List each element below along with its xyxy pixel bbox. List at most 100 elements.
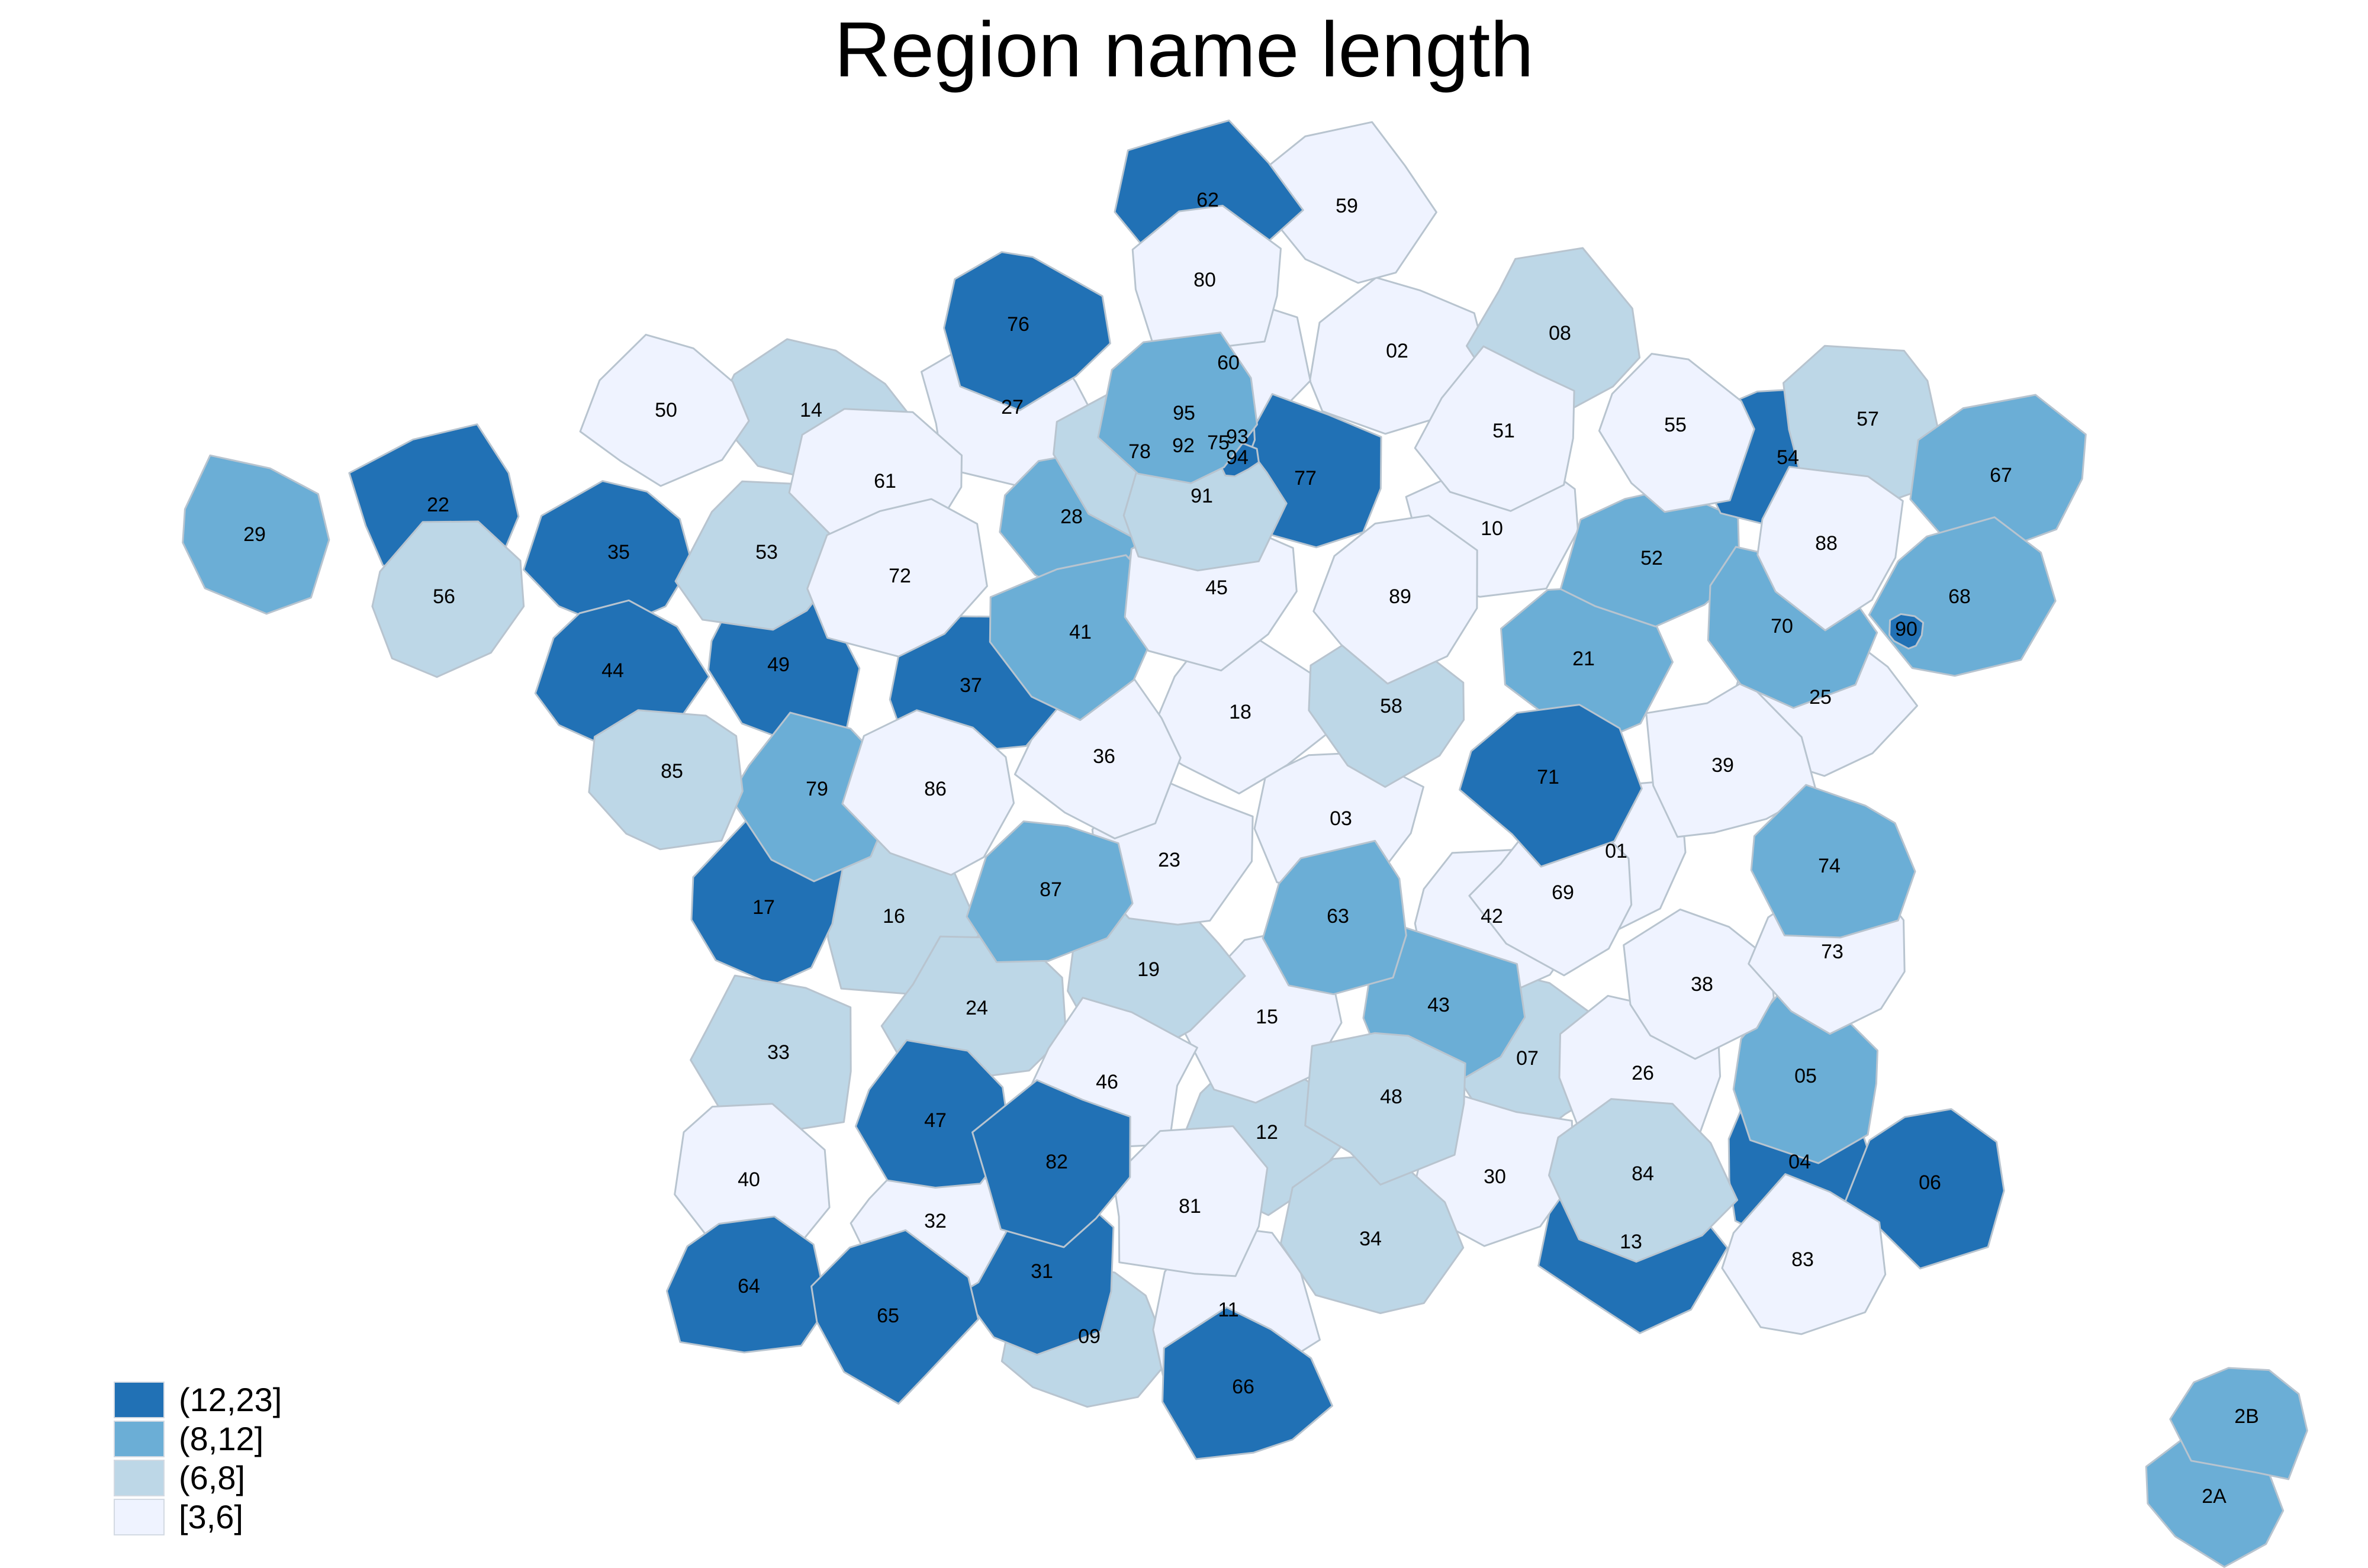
department-label: 49 bbox=[767, 653, 790, 676]
legend: (12,23] (8,12] (6,8] [3,6] bbox=[114, 1380, 282, 1537]
department-label: 2B bbox=[2234, 1405, 2259, 1428]
department-label: 34 bbox=[1359, 1228, 1382, 1250]
department-label: 65 bbox=[877, 1305, 899, 1327]
department-label: 12 bbox=[1256, 1121, 1278, 1144]
department-label: 32 bbox=[924, 1210, 947, 1232]
department-label: 68 bbox=[1948, 585, 1971, 608]
department-label: 02 bbox=[1386, 340, 1408, 362]
department-85 bbox=[588, 709, 744, 851]
department-label: 31 bbox=[1031, 1260, 1053, 1283]
department-label: 86 bbox=[924, 778, 947, 800]
department-label: 93 bbox=[1226, 426, 1249, 448]
department-55 bbox=[1598, 353, 1755, 513]
department-label: 52 bbox=[1640, 547, 1663, 569]
department-72 bbox=[806, 498, 988, 658]
department-label: 21 bbox=[1572, 648, 1595, 670]
department-label: 88 bbox=[1815, 532, 1838, 555]
department-label: 28 bbox=[1060, 506, 1083, 528]
department-34 bbox=[1280, 1153, 1465, 1314]
department-84 bbox=[1548, 1098, 1739, 1263]
department-51 bbox=[1414, 345, 1575, 512]
department-label: 42 bbox=[1481, 905, 1503, 928]
department-label: 91 bbox=[1191, 485, 1213, 507]
department-label: 26 bbox=[1632, 1062, 1654, 1084]
legend-label: (6,8] bbox=[179, 1459, 246, 1496]
department-label: 94 bbox=[1226, 446, 1249, 469]
department-label: 79 bbox=[806, 778, 828, 800]
department-50 bbox=[579, 333, 750, 487]
department-label: 84 bbox=[1632, 1163, 1654, 1185]
department-label: 43 bbox=[1427, 994, 1450, 1016]
legend-label: (12,23] bbox=[179, 1381, 282, 1418]
department-57 bbox=[1783, 344, 1942, 508]
department-label: 87 bbox=[1040, 878, 1062, 901]
legend-item: (12,23] bbox=[114, 1380, 282, 1419]
department-86 bbox=[841, 709, 1015, 876]
department-label: 03 bbox=[1330, 807, 1352, 830]
department-label: 58 bbox=[1380, 695, 1402, 717]
department-label: 54 bbox=[1777, 446, 1799, 469]
department-label: 09 bbox=[1078, 1325, 1101, 1348]
department-67 bbox=[1909, 394, 2087, 550]
department-90 bbox=[1888, 613, 1925, 650]
department-66 bbox=[1162, 1306, 1333, 1460]
legend-item: [3,6] bbox=[114, 1498, 282, 1537]
department-label: 41 bbox=[1069, 621, 1092, 643]
department-label: 04 bbox=[1788, 1151, 1811, 1173]
department-label: 10 bbox=[1481, 517, 1503, 540]
department-label: 16 bbox=[883, 905, 905, 928]
department-label: 48 bbox=[1380, 1086, 1402, 1108]
department-82 bbox=[971, 1079, 1131, 1248]
department-80 bbox=[1131, 205, 1282, 357]
department-label: 23 bbox=[1158, 849, 1180, 871]
department-label: 69 bbox=[1552, 881, 1574, 904]
department-label: 17 bbox=[752, 896, 775, 919]
department-label: 45 bbox=[1205, 577, 1228, 599]
department-label: 29 bbox=[243, 523, 266, 546]
department-label: 06 bbox=[1919, 1171, 1941, 1194]
department-label: 38 bbox=[1691, 973, 1713, 996]
department-label: 90 bbox=[1895, 618, 1917, 640]
department-label: 22 bbox=[427, 494, 449, 516]
department-89 bbox=[1312, 514, 1478, 685]
department-label: 37 bbox=[960, 674, 982, 697]
department-label: 35 bbox=[607, 541, 630, 564]
department-label: 74 bbox=[1818, 855, 1841, 877]
legend-item: (8,12] bbox=[114, 1419, 282, 1458]
department-label: 36 bbox=[1093, 745, 1115, 768]
department-label: 11 bbox=[1218, 1299, 1238, 1321]
department-label: 89 bbox=[1389, 585, 1411, 608]
department-label: 59 bbox=[1336, 195, 1358, 217]
department-label: 18 bbox=[1229, 701, 1251, 723]
department-label: 57 bbox=[1857, 408, 1879, 430]
department-label: 82 bbox=[1045, 1151, 1068, 1173]
department-label: 13 bbox=[1620, 1231, 1642, 1253]
department-29 bbox=[182, 454, 330, 615]
department-2b bbox=[2169, 1367, 2308, 1480]
department-39 bbox=[1645, 679, 1817, 838]
department-36 bbox=[1014, 670, 1182, 839]
department-47 bbox=[855, 1039, 1012, 1189]
department-label: 80 bbox=[1193, 269, 1216, 291]
department-label: 62 bbox=[1196, 189, 1219, 211]
department-label: 51 bbox=[1492, 420, 1515, 442]
department-label: 78 bbox=[1128, 440, 1151, 463]
department-48 bbox=[1304, 1032, 1466, 1186]
department-81 bbox=[1112, 1125, 1269, 1277]
department-label: 07 bbox=[1516, 1047, 1539, 1070]
department-labels: 01 02 03 04 05 06 07 08 09 10 11 12 13 14 15 16 17 18 19 21… bbox=[243, 189, 2259, 1508]
department-label: 33 bbox=[767, 1041, 790, 1064]
legend-item: (6,8] bbox=[114, 1458, 282, 1498]
legend-swatch bbox=[114, 1460, 165, 1496]
department-label: 01 bbox=[1605, 840, 1627, 862]
department-71 bbox=[1459, 704, 1643, 868]
department-06 bbox=[1841, 1108, 2005, 1270]
department-18 bbox=[1146, 629, 1339, 795]
department-65 bbox=[810, 1229, 980, 1405]
department-label: 60 bbox=[1217, 352, 1240, 374]
legend-swatch bbox=[114, 1499, 165, 1535]
department-label: 55 bbox=[1664, 414, 1687, 436]
department-label: 81 bbox=[1179, 1195, 1201, 1218]
department-64 bbox=[666, 1215, 828, 1354]
department-label: 67 bbox=[1990, 464, 2012, 487]
